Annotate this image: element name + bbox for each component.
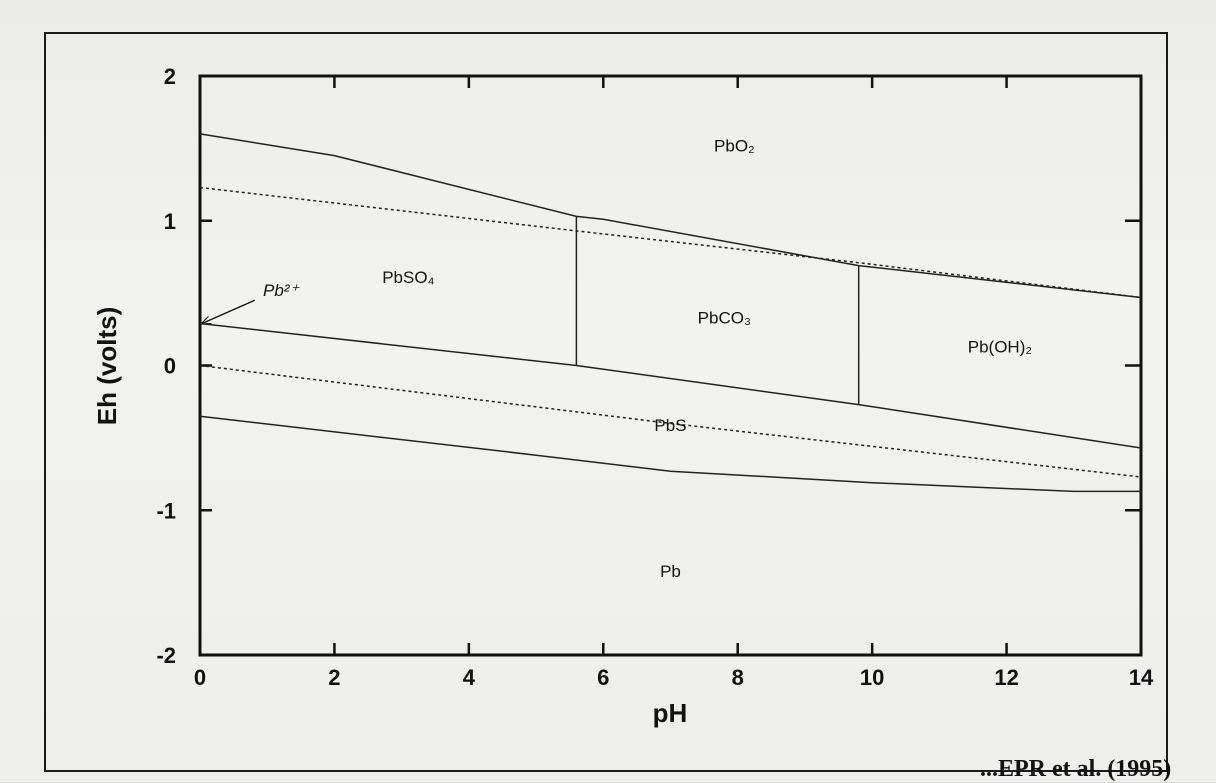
annotations: Pb²⁺ xyxy=(202,281,300,323)
region-label: PbSO₄ xyxy=(382,268,434,287)
y-tick-label: -1 xyxy=(156,498,176,523)
region-label: PbO₂ xyxy=(714,136,755,155)
region-label: PbCO₃ xyxy=(698,309,751,328)
x-tick-label: 2 xyxy=(328,665,340,690)
region-label: Pb xyxy=(660,562,681,581)
x-tick-label: 14 xyxy=(1129,665,1154,690)
dotted-boundary-line xyxy=(199,364,1142,478)
region-labels: PbO₂ PbSO₄ PbCO₃ Pb(OH)₂ PbS Pb xyxy=(382,136,1032,581)
x-tick-label: 12 xyxy=(994,665,1018,690)
figure-caption: ...EPR et al. (1995) xyxy=(980,756,1172,782)
solid-boundary-line xyxy=(199,322,1142,449)
region-label: Pb(OH)₂ xyxy=(968,338,1032,357)
annotation-arrow xyxy=(202,299,256,323)
solid-boundary-line xyxy=(199,415,1141,493)
x-tick-label: 4 xyxy=(463,665,476,690)
x-axis-title: pH xyxy=(653,698,688,728)
solid-boundary-line xyxy=(199,133,1142,299)
figure-frame xyxy=(44,32,1168,772)
y-tick-label: 2 xyxy=(164,64,176,89)
dotted-boundary-line xyxy=(199,186,1142,299)
y-axis-title: Eh (volts) xyxy=(92,307,122,425)
region-label: PbS xyxy=(654,416,686,435)
y-tick-label: -2 xyxy=(156,643,176,668)
y-tick-label: 0 xyxy=(164,354,176,379)
x-tick-label: 10 xyxy=(860,665,884,690)
y-tick-label: 1 xyxy=(164,209,176,234)
annotation-label: Pb²⁺ xyxy=(263,281,300,300)
boundary-lines xyxy=(199,133,1142,493)
x-tick-label: 0 xyxy=(194,665,206,690)
x-tick-label: 6 xyxy=(597,665,609,690)
x-tick-label: 8 xyxy=(732,665,744,690)
